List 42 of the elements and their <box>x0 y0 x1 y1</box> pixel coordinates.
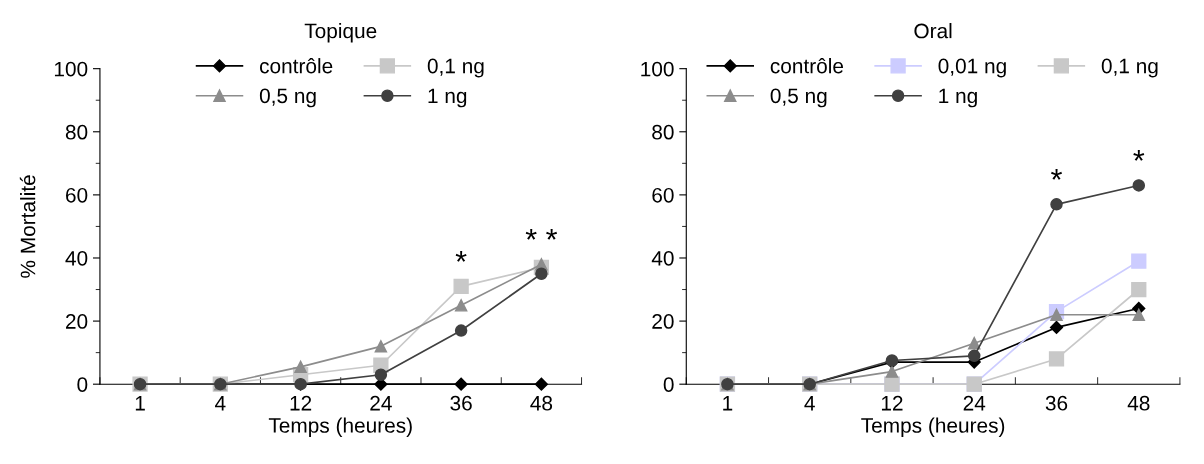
legend-label: 0,5 ng <box>259 88 316 108</box>
legend-label: 1 ng <box>939 88 977 108</box>
x-axis-title: Temps (heures) <box>268 417 412 437</box>
x-tick-label: 4 <box>215 396 226 411</box>
x-tick-label: 36 <box>450 395 472 411</box>
annotation: * <box>1051 169 1062 180</box>
y-tick-label: 80 <box>65 124 88 140</box>
annotation: * * <box>525 228 558 240</box>
chart-title: Topique <box>304 23 377 43</box>
legend-label: 0,01 ng <box>938 58 1006 78</box>
legend-label: contrôle <box>770 58 844 74</box>
y-tick-label: 60 <box>66 187 88 203</box>
x-tick-label: 1 <box>135 396 145 411</box>
y-tick-label: 40 <box>651 250 674 266</box>
chart-title: Oral <box>914 23 952 39</box>
x-tick-label: 24 <box>370 395 392 411</box>
y-tick-label: 100 <box>641 61 674 77</box>
x-tick-label: 24 <box>963 395 986 411</box>
y-axis-title: % Mortalité <box>19 175 36 278</box>
legend-label: 0,1 ng <box>427 58 484 78</box>
annotation: * <box>455 251 467 262</box>
x-tick-label: 36 <box>1045 395 1068 411</box>
x-tick-label: 4 <box>804 396 815 411</box>
y-tick-label: 80 <box>652 124 674 140</box>
x-axis-title: Temps (heures) <box>861 417 1005 437</box>
x-tick-label: 1 <box>723 396 733 411</box>
y-tick-label: 20 <box>66 314 88 329</box>
legend-label: 0,5 ng <box>770 88 827 108</box>
legend-label: 0,1 ng <box>1101 58 1158 78</box>
legend-label: contrôle <box>259 58 333 74</box>
x-tick-label: 12 <box>290 395 312 411</box>
y-tick-label: 60 <box>652 187 674 203</box>
y-tick-label: 0 <box>663 377 674 392</box>
y-tick-label: 20 <box>652 314 674 329</box>
y-tick-label: 0 <box>77 377 88 392</box>
x-tick-label: 12 <box>881 395 903 411</box>
x-tick-label: 48 <box>1127 395 1150 411</box>
y-tick-label: 100 <box>54 61 88 77</box>
y-tick-label: 40 <box>65 250 88 266</box>
x-tick-label: 48 <box>530 395 553 411</box>
annotation: * <box>1133 150 1145 161</box>
legend-label: 1 ng <box>428 88 467 108</box>
